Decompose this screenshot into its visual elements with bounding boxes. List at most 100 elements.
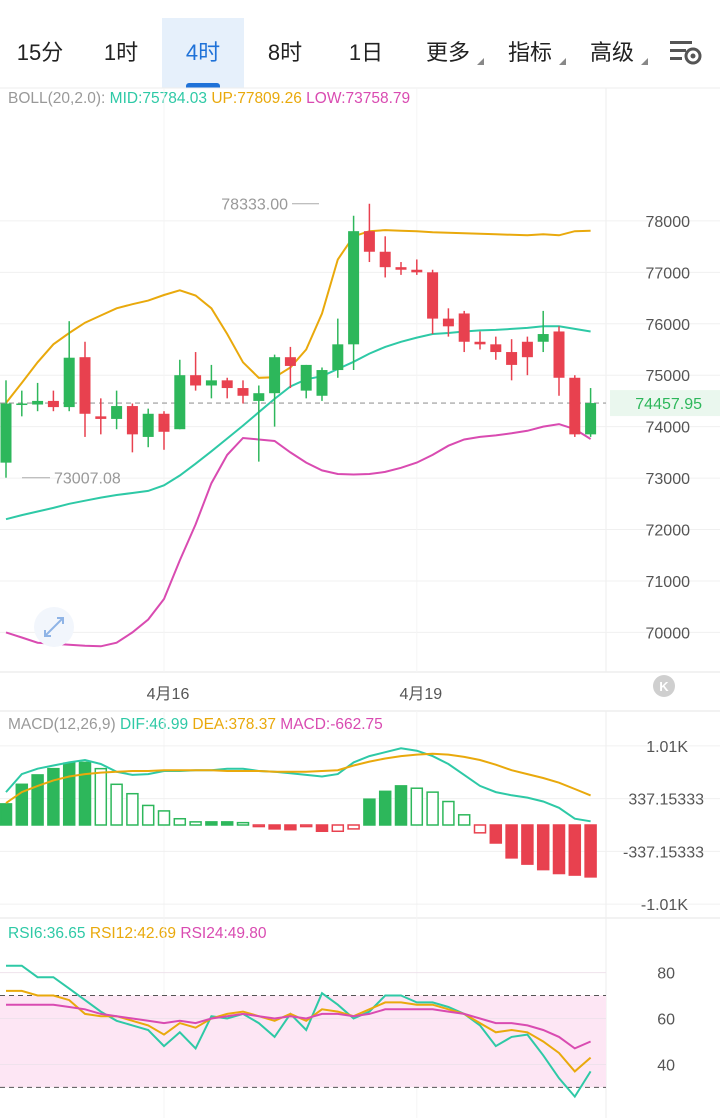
candle-body [284, 357, 296, 366]
price-axis-tick-label: 71000 [646, 574, 691, 591]
logo-badge-bg [653, 675, 675, 697]
candle-body [348, 231, 360, 345]
candle-body [253, 393, 265, 401]
interval-tab-bar: 15分 1时 4时 8时 1日 更多 指标 高级 [0, 0, 720, 88]
macd-histogram-bar [473, 824, 487, 834]
candle-body [47, 400, 59, 408]
candle-body [363, 231, 375, 252]
candle-body [474, 341, 486, 345]
price-axis-tick-label: 74000 [646, 420, 691, 437]
rsi-legend-rsi6: RSI6:36.65 [8, 925, 86, 942]
rsi-legend-rsi12: RSI12:42.69 [89, 925, 177, 942]
macd-histogram-bar [552, 824, 566, 875]
candle-body [16, 403, 28, 406]
candle-body [316, 370, 328, 396]
candle-body [506, 352, 518, 365]
macd-histogram-bar [47, 767, 60, 826]
rsi-rsi6-line [6, 964, 592, 1099]
candle-body [300, 364, 312, 391]
last-price-badge [610, 390, 720, 417]
rsi-rsi12-line [6, 989, 592, 1073]
logo-badge-glyph: K [659, 679, 669, 694]
macd-histogram-bar [252, 824, 266, 828]
macd-histogram-bar [31, 774, 44, 826]
macd-histogram-bar [236, 821, 250, 826]
advanced-caret-icon [641, 58, 648, 65]
macd-legend-macd: MACD:-662.75 [280, 716, 383, 733]
candle-body [221, 380, 233, 389]
macd-histogram-bar [157, 810, 171, 826]
tab-4h[interactable]: 4时 [162, 18, 244, 88]
expand-chart-icon [34, 607, 74, 647]
candle-body [395, 267, 407, 270]
candle-body [0, 403, 12, 463]
tab-1h[interactable]: 1时 [103, 40, 139, 65]
price-axis-tick-label: 75000 [646, 368, 691, 385]
macd-histogram-bar [220, 821, 234, 826]
tab-more[interactable]: 更多 [416, 18, 484, 88]
candle-body [332, 344, 344, 371]
boll-low-line [5, 423, 592, 648]
macd-histogram-bar [363, 798, 376, 826]
boll-mid-line [5, 325, 591, 521]
candle-body [490, 344, 502, 353]
kline-logo-icon: K [653, 675, 675, 697]
macd-histogram-bar [505, 824, 518, 859]
date-axis-tick-label: 4月16 [147, 686, 190, 703]
price-axis-tick-label: 78000 [646, 214, 691, 231]
candle-body [442, 318, 454, 327]
chart-settings-icon[interactable] [668, 38, 704, 68]
boll-legend-low: LOW:73758.79 [306, 90, 411, 107]
price-axis-tick-label: 77000 [646, 265, 691, 282]
candle-body [174, 375, 186, 430]
boll-legend-mid: MID:75784.03 [109, 90, 208, 107]
macd-legend: MACD(12,26,9) DIF:46.99 DEA:378.37 MACD:… [8, 716, 383, 734]
macd-histogram-bar [78, 761, 92, 826]
macd-dif-line [5, 747, 591, 823]
macd-histogram-bar [173, 817, 187, 826]
rsi-band-fill [0, 995, 606, 1088]
price-axis-tick-label: 70000 [646, 625, 691, 642]
date-axis-tick-label: 4月19 [399, 686, 442, 703]
candle-body [379, 251, 391, 268]
tab-advanced[interactable]: 高级 [580, 18, 648, 88]
rsi-axis-tick-label: 80 [657, 966, 675, 983]
candle-body [521, 341, 533, 358]
tab-8h[interactable]: 8时 [267, 40, 303, 65]
rsi-legend: RSI6:36.65 RSI12:42.69 RSI24:49.80 [8, 925, 267, 943]
macd-dea-line [5, 752, 591, 804]
macd-histogram-bar [299, 824, 313, 828]
macd-histogram-bar [442, 800, 455, 826]
expand-icon-arrow [44, 617, 64, 637]
more-caret-icon [477, 58, 484, 65]
rsi-axis-tick-label: 40 [657, 1057, 675, 1074]
rsi-axis-tick-label: 60 [657, 1012, 675, 1029]
candle-body [411, 269, 423, 273]
macd-axis-tick-label: -1.01K [641, 897, 688, 914]
macd-histogram-bar [536, 824, 550, 871]
candle-body [569, 377, 581, 435]
tab-1d[interactable]: 1日 [348, 40, 384, 65]
candle-body [95, 416, 107, 419]
candle-body [553, 331, 565, 378]
macd-histogram-bar [378, 790, 392, 826]
tab-indicators[interactable]: 指标 [498, 18, 566, 88]
boll-legend-up: UP:77809.26 [211, 90, 302, 107]
candle-body [190, 375, 202, 386]
candle-body [237, 388, 249, 396]
candle-body [63, 357, 75, 408]
macd-histogram-bar [110, 783, 123, 826]
macd-histogram-bar [489, 824, 503, 844]
candle-body [269, 357, 281, 394]
macd-histogram-bar [62, 762, 76, 826]
candle-body [537, 334, 549, 342]
boll-up-line [5, 229, 591, 404]
candle-body [427, 272, 439, 319]
high-marker-label: 78333.00 [221, 197, 288, 214]
candle-body [111, 406, 123, 419]
macd-histogram-bar [521, 824, 534, 865]
active-tab-indicator [186, 83, 220, 88]
tab-15m[interactable]: 15分 [16, 40, 64, 65]
boll-legend: BOLL(20,2.0): MID:75784.03 UP:77809.26 L… [8, 90, 410, 108]
